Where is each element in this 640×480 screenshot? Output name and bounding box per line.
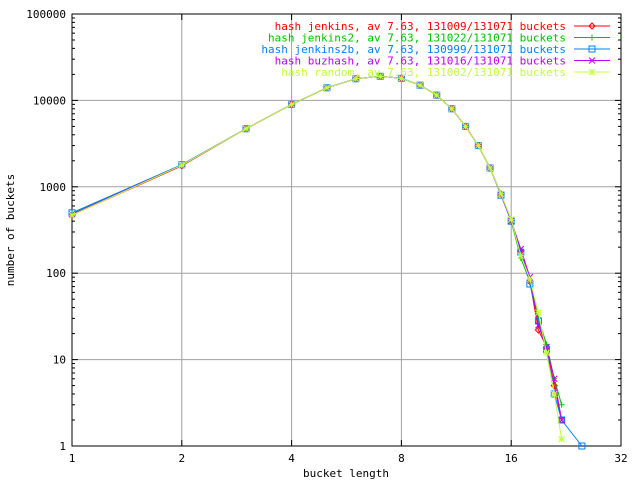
data-point: [448, 105, 456, 113]
legend-swatch-marker: [588, 22, 596, 30]
data-point: [178, 161, 186, 169]
data-point: [288, 100, 295, 108]
data-point: [398, 74, 405, 82]
data-point: [433, 91, 441, 99]
y-tick-label: 10: [53, 354, 66, 367]
plot-frame: [71, 13, 622, 447]
series-1: [69, 73, 565, 408]
y-axis-label: number of buckets: [4, 174, 17, 287]
data-point: [550, 390, 558, 398]
series-4: [68, 72, 565, 443]
legend-entry-label: hash buzhash, av 7.63, 131016/131071 buc…: [275, 55, 566, 68]
data-point: [558, 435, 565, 443]
data-point: [376, 72, 384, 80]
series-lines: [68, 72, 586, 450]
x-tick-label: 16: [505, 452, 518, 465]
data-point: [486, 164, 494, 172]
data-point: [68, 211, 76, 219]
data-point: [497, 190, 505, 198]
x-tick-label: 2: [178, 452, 185, 465]
data-point: [543, 349, 550, 357]
series-2: [68, 72, 586, 450]
data-point: [416, 81, 424, 89]
series-line: [71, 75, 563, 440]
data-point: [474, 142, 482, 149]
data-point: [507, 215, 515, 223]
data-point: [526, 275, 534, 283]
y-tick-label: 10000: [33, 94, 66, 107]
legend-swatch-marker: [588, 57, 596, 64]
data-point: [578, 442, 586, 450]
series-0: [68, 72, 566, 424]
x-tick-label: 32: [614, 452, 627, 465]
legend-swatch-marker: [588, 45, 596, 53]
data-point: [558, 401, 565, 408]
legend: hash jenkins, av 7.63, 131009/131071 buc…: [261, 20, 610, 79]
data-point: [352, 75, 360, 83]
legend-swatch-marker: [589, 34, 595, 41]
x-tick-label: 8: [398, 452, 405, 465]
data-point: [242, 125, 250, 133]
x-axis-label: bucket length: [303, 467, 389, 480]
legend-entry-label: hash jenkins2, av 7.63, 131022/131071 bu…: [268, 32, 566, 45]
data-point: [535, 309, 542, 316]
series-line: [71, 75, 563, 405]
data-point: [558, 416, 565, 424]
legend-entry-label: hash jenkins2b, av 7.63, 130999/131071 b…: [261, 43, 566, 56]
data-point: [323, 84, 331, 92]
y-tick-label: 100: [46, 267, 66, 280]
legend-swatch-marker: [588, 68, 596, 76]
y-tick-label: 1000: [40, 181, 67, 194]
y-tick-label: 1: [59, 440, 66, 453]
series-line: [71, 75, 563, 421]
x-tick-label: 4: [288, 452, 295, 465]
grid: [72, 14, 621, 446]
data-point: [462, 123, 469, 130]
legend-entry-label: hash random, av 7.63, 131002/131071 buck…: [281, 66, 566, 79]
series-line: [71, 75, 583, 447]
series-3: [68, 72, 565, 424]
legend-entry-label: hash jenkins, av 7.63, 131009/131071 buc…: [275, 20, 566, 33]
data-point: [517, 252, 525, 259]
y-tick-label: 100000: [26, 8, 66, 21]
x-tick-label: 1: [69, 452, 76, 465]
series-line: [71, 75, 563, 421]
